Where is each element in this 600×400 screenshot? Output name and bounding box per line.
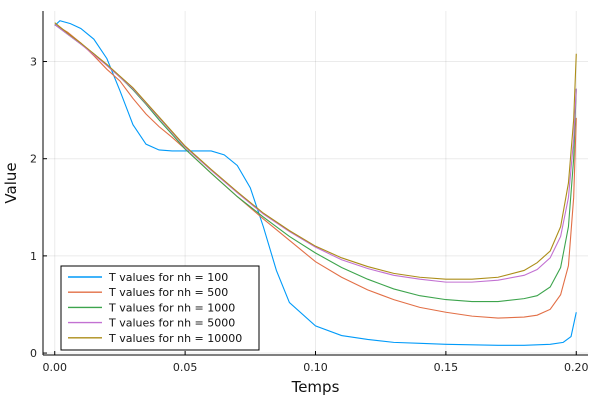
series-line-4: [54, 24, 577, 283]
y-axis-title: Value: [2, 162, 20, 203]
y-tick-label: 0: [30, 347, 37, 360]
x-tick-label: 0.20: [564, 361, 589, 374]
x-tick-label: 0.05: [173, 361, 198, 374]
x-axis-title: Temps: [291, 378, 340, 396]
x-tick-label: 0.10: [303, 361, 328, 374]
legend-label: T values for nh = 5000: [108, 317, 235, 330]
series-line-2: [54, 24, 577, 319]
legend-label: T values for nh = 1000: [108, 301, 235, 314]
legend-box: [60, 265, 260, 351]
y-tick-label: 2: [30, 153, 37, 166]
tick-labels: 0.00 0.05 0.10 0.15 0.20 0 1 2 3: [30, 56, 589, 374]
plot-series: [54, 20, 577, 346]
legend-label: T values for nh = 100: [108, 271, 228, 284]
y-tick-label: 1: [30, 250, 37, 263]
legend-label: T values for nh = 10000: [108, 332, 242, 345]
y-tick-label: 3: [30, 56, 37, 69]
legend-label: T values for nh = 500: [108, 286, 228, 299]
x-tick-label: 0.00: [42, 361, 67, 374]
series-line-5: [54, 22, 577, 280]
x-tick-label: 0.15: [434, 361, 459, 374]
legend: T values for nh = 100 T values for nh = 5…: [60, 265, 260, 351]
